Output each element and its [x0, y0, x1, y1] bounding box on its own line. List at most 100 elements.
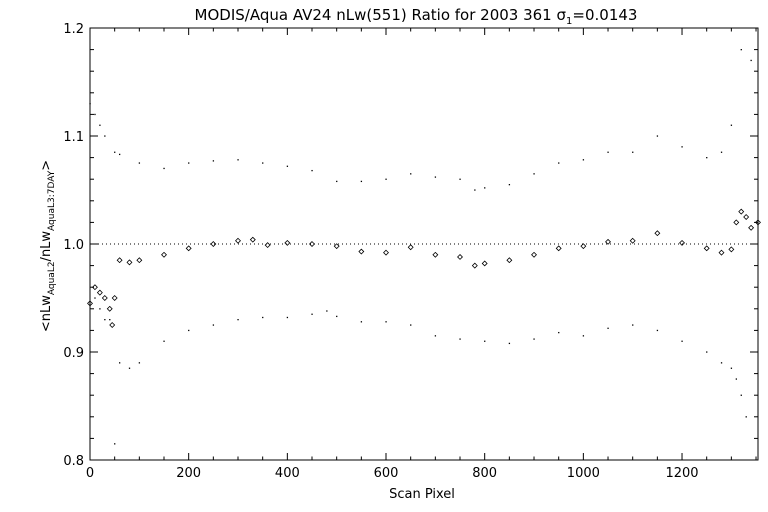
lower-bound-point: [109, 319, 111, 321]
lower-bound-point: [582, 335, 585, 337]
lower-bound-point: [128, 367, 131, 369]
lower-bound-point: [681, 340, 683, 342]
upper-bound-point: [237, 159, 239, 161]
upper-bound-point: [681, 146, 683, 148]
upper-bound-point: [311, 169, 313, 172]
axis-ticks: 0 200 400 600 800 1000 1200 0.8 0.9 1.0 1.1 1.2: [63, 22, 758, 481]
lower-bound-point: [533, 338, 535, 340]
mean-ratio-point: [136, 257, 143, 264]
mean-ratio-point: [383, 249, 389, 256]
upper-bound-point: [533, 173, 535, 175]
upper-bound-point: [163, 167, 165, 170]
upper-bound-point: [119, 153, 121, 156]
mean-ratio-point: [116, 257, 123, 264]
upper-bound-point: [188, 162, 190, 164]
x-axis-label: Scan Pixel: [389, 487, 455, 502]
mean-ratio-point: [728, 246, 735, 253]
upper-bound-point: [434, 176, 437, 178]
upper-bound-point: [459, 178, 461, 180]
lower-bound-series: [94, 297, 747, 445]
lower-bound-point: [735, 378, 737, 380]
upper-bound-point: [656, 135, 659, 137]
y-axis-label: <nLwAquaL2/nLwAquaL3:7DAY>: [39, 160, 57, 332]
lower-bound-point: [99, 308, 101, 310]
y-tick-label: 1.0: [63, 238, 84, 253]
lower-bound-point: [745, 416, 747, 418]
y-tick-label: 0.9: [63, 346, 84, 361]
upper-bound-point: [99, 124, 101, 126]
mean-ratio-point: [679, 239, 685, 246]
lower-bound-point: [459, 338, 461, 340]
mean-ratio-point: [358, 248, 365, 255]
mean-ratio-point: [109, 322, 116, 328]
y-tick-label: 1.1: [63, 130, 84, 145]
plot-frame: [89, 27, 759, 461]
upper-bound-point: [385, 178, 387, 180]
x-tick-label: 600: [374, 466, 399, 481]
lower-bound-point: [262, 316, 264, 319]
mean-ratio-point: [407, 244, 414, 251]
upper-bound-point: [607, 151, 609, 153]
upper-bound-point: [114, 151, 116, 153]
upper-bound-point: [582, 159, 585, 161]
mean-ratio-point: [629, 237, 636, 244]
upper-bound-point: [508, 184, 511, 186]
upper-bound-point: [212, 160, 215, 162]
upper-bound-series: [89, 49, 752, 191]
upper-bound-point: [750, 59, 752, 62]
lower-bound-point: [656, 329, 659, 332]
lower-bound-point: [336, 315, 338, 318]
mean-ratio-point: [111, 295, 118, 301]
lower-bound-point: [326, 310, 328, 312]
x-tick-label: 0: [86, 466, 94, 481]
lower-bound-point: [607, 327, 609, 329]
lower-bound-point: [730, 367, 733, 369]
lower-bound-point: [212, 324, 215, 326]
mean-ratio-point: [96, 289, 103, 296]
mean-ratio-point: [555, 245, 562, 252]
upper-bound-point: [262, 162, 264, 164]
mean-ratio-point: [580, 243, 587, 250]
lower-bound-point: [188, 329, 190, 332]
mean-ratio-point: [235, 237, 241, 244]
plot-marks: [87, 49, 761, 445]
mean-ratio-point: [309, 241, 315, 247]
upper-bound-point: [286, 165, 289, 167]
lower-bound-point: [632, 324, 634, 326]
x-tick-label: 400: [275, 466, 300, 481]
mean-ratio-point: [531, 251, 537, 258]
upper-bound-point: [94, 113, 96, 116]
upper-bound-point: [360, 180, 363, 183]
lower-bound-point: [484, 340, 486, 342]
mean-ratio-point: [432, 251, 439, 258]
x-tick-label: 800: [472, 466, 497, 481]
lower-bound-point: [740, 394, 742, 396]
x-tick-label: 1000: [567, 466, 600, 481]
upper-bound-point: [558, 162, 560, 164]
mean-ratio-point: [738, 208, 745, 215]
upper-bound-point: [740, 49, 742, 51]
lower-bound-point: [508, 342, 511, 345]
mean-ratio-point: [101, 295, 108, 301]
mean-ratio-point: [161, 251, 167, 258]
mean-ratio-point: [605, 238, 611, 245]
lower-bound-point: [434, 335, 437, 337]
y-tick-label: 1.2: [63, 22, 84, 37]
lower-bound-point: [311, 313, 313, 315]
mean-ratio-point: [733, 219, 740, 226]
lower-bound-point: [410, 324, 412, 326]
y-tick-label: 0.8: [63, 454, 84, 469]
mean-ratio-point: [481, 260, 488, 267]
lower-bound-point: [385, 321, 387, 323]
upper-bound-point: [730, 124, 733, 126]
lower-bound-point: [720, 362, 723, 364]
lower-bound-point: [119, 362, 121, 364]
mean-ratio-point: [471, 262, 478, 269]
x-tick-label: 200: [176, 466, 201, 481]
mean-ratio-series: [87, 208, 761, 328]
x-tick-label: 1200: [665, 466, 698, 481]
mean-ratio-point: [126, 259, 133, 266]
upper-bound-point: [336, 180, 338, 183]
mean-ratio-point: [718, 249, 725, 256]
